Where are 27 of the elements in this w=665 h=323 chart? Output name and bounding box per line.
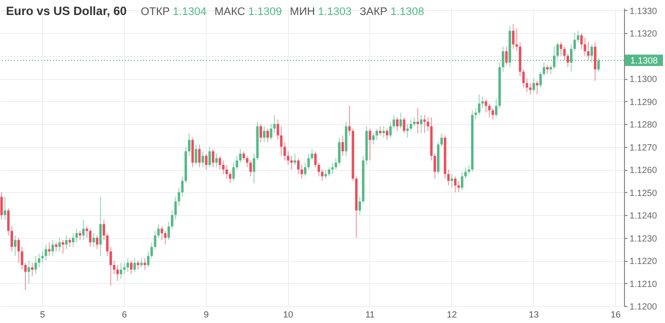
- y-tick-label: 1.1240: [630, 210, 658, 221]
- x-tick-label: 9: [204, 310, 209, 320]
- y-tick-label: 1.1250: [630, 188, 658, 198]
- y-tick-label: 1.1230: [630, 233, 658, 244]
- y-tick-label: 1.1220: [630, 256, 658, 266]
- y-tick-label: 1.1270: [630, 142, 658, 152]
- y-tick-label: 1.1320: [630, 28, 658, 39]
- y-tick-label: 1.1300: [630, 74, 658, 84]
- ref-line-label: 1.1308: [630, 55, 658, 66]
- y-tick-label: 1.1290: [630, 96, 658, 107]
- x-tick-label: 13: [528, 310, 539, 320]
- x-tick-label: 11: [365, 310, 375, 320]
- x-tick-label: 12: [446, 310, 457, 320]
- annotation: МИН 1.1303: [290, 6, 352, 18]
- annotation: ОТКР 1.1304: [140, 6, 206, 18]
- y-tick-label: 1.1200: [630, 302, 658, 312]
- x-tick-label: 5: [40, 310, 46, 320]
- y-tick-label: 1.1330: [630, 6, 658, 16]
- annotation: МАКС 1.1309: [214, 6, 282, 18]
- y-tick-label: 1.1260: [630, 165, 658, 176]
- x-tick-label: 10: [283, 310, 294, 320]
- annotation: ЗАКР 1.1308: [360, 6, 424, 18]
- chart-title: Euro vs US Dollar, 60: [6, 4, 127, 18]
- x-tick-label: 6: [122, 310, 127, 320]
- y-tick-label: 1.1280: [630, 120, 658, 130]
- y-tick-label: 1.1210: [630, 278, 658, 289]
- x-tick-label: 16: [610, 310, 621, 320]
